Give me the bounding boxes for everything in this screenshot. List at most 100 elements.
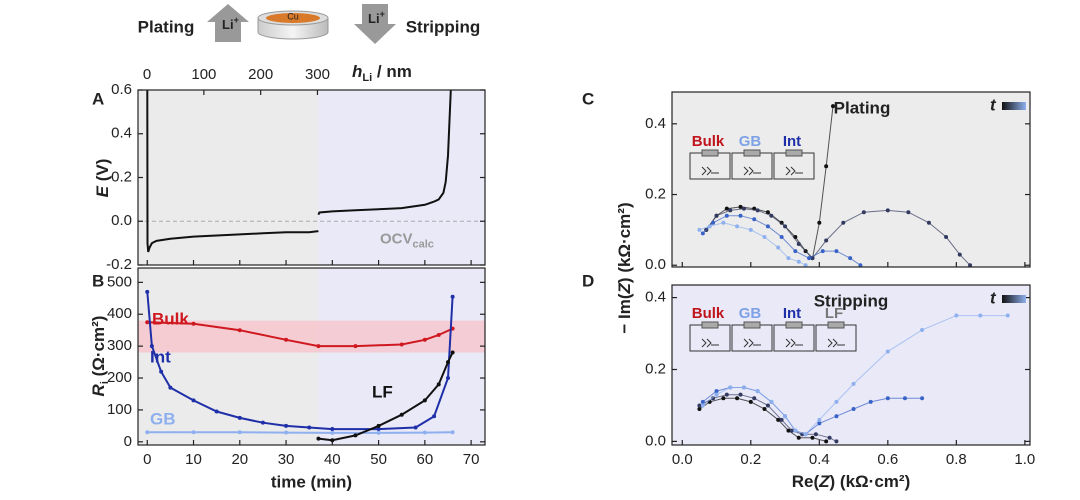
cpe	[701, 338, 719, 348]
data-point	[851, 381, 856, 386]
stripping-region	[318, 268, 485, 445]
data-point	[885, 396, 890, 401]
data-point	[307, 425, 312, 430]
data-point	[803, 263, 808, 268]
y-axis-label: E (V)	[93, 159, 112, 198]
data-point	[168, 385, 173, 390]
data-point	[885, 208, 890, 213]
data-point	[353, 433, 358, 438]
data-point	[954, 313, 959, 318]
data-point	[445, 376, 450, 381]
plot-frame	[137, 89, 486, 266]
series-line	[147, 431, 453, 434]
data-point	[827, 435, 832, 440]
x-tick-label: 70	[463, 451, 480, 468]
header: Plating Li+ Cu Li+ Stripping	[138, 4, 481, 44]
data-point	[765, 210, 770, 215]
data-point	[810, 435, 815, 440]
data-point	[968, 263, 973, 268]
header-right: Stripping	[406, 17, 481, 36]
resistor	[701, 149, 719, 157]
data-point	[813, 432, 818, 437]
data-point	[796, 242, 801, 247]
resistor	[743, 321, 761, 329]
data-point	[861, 210, 866, 215]
data-point	[191, 398, 196, 403]
data-point	[330, 438, 335, 443]
data-point	[776, 245, 781, 250]
label-part: E	[93, 185, 112, 197]
panel-letter: D	[582, 271, 594, 290]
data-point	[721, 396, 726, 401]
data-point	[902, 396, 907, 401]
series-line	[147, 321, 454, 348]
data-point	[316, 436, 321, 441]
data-point	[793, 428, 798, 433]
data-point	[834, 414, 839, 419]
data-point	[700, 403, 705, 408]
data-point	[450, 294, 455, 299]
legend-title: t	[990, 95, 997, 114]
label-part: (Ω·cm²)	[89, 316, 108, 382]
x-tick-label: 0.6	[877, 451, 898, 468]
label-part: ) (kΩ·cm²)	[615, 202, 634, 283]
data-point	[724, 206, 729, 211]
data-point	[817, 220, 822, 225]
li-label: Li+	[368, 9, 385, 26]
data-point	[330, 427, 335, 432]
resistor	[743, 149, 761, 157]
data-point	[353, 344, 358, 349]
cpe	[827, 338, 845, 348]
panel-title: Stripping	[814, 291, 889, 310]
data-point	[741, 206, 746, 211]
label-part: (V)	[93, 159, 112, 186]
plot-frame	[671, 284, 1031, 446]
data-point	[796, 259, 801, 264]
x2-tick-label: 100	[191, 66, 216, 83]
data-point	[783, 224, 788, 229]
data-point	[714, 389, 719, 394]
y-tick-label: 0.4	[645, 289, 666, 306]
y-axis-label: − Im(Z) (kΩ·cm²)	[615, 202, 634, 333]
panel-letter: A	[92, 89, 104, 108]
x-tick-label: 50	[370, 451, 387, 468]
y-tick-label: 500	[107, 273, 132, 290]
x-tick-label: 0.8	[946, 451, 967, 468]
data-point	[783, 414, 788, 419]
data-point	[752, 396, 757, 401]
data-point	[793, 249, 798, 254]
label-part: calc	[413, 238, 434, 250]
data-point	[776, 417, 781, 422]
data-point	[741, 385, 746, 390]
li-label: Li+	[222, 15, 239, 32]
series-line	[317, 89, 452, 216]
data-point	[779, 417, 784, 422]
y-tick-label: 0	[124, 433, 132, 450]
cpe	[701, 166, 719, 176]
data-point	[450, 350, 455, 355]
data-point	[786, 428, 791, 433]
label-part: OCV	[380, 230, 413, 247]
circuit-label: Int	[783, 305, 801, 322]
data-point	[728, 385, 733, 390]
data-point	[316, 344, 321, 349]
data-point	[714, 213, 719, 218]
x2-tick-label: 200	[248, 66, 273, 83]
x-tick-label: 0	[143, 451, 151, 468]
x-tick-label: 0.0	[672, 451, 693, 468]
panel-letter: B	[92, 271, 104, 290]
data-point	[422, 430, 427, 435]
plot-frame	[671, 91, 1031, 268]
data-point	[738, 392, 743, 397]
data-point	[724, 213, 729, 218]
data-point	[789, 428, 794, 433]
arrow-down	[354, 4, 396, 44]
data-point	[191, 430, 196, 435]
data-point	[841, 220, 846, 225]
series-line	[146, 89, 319, 253]
data-point	[237, 415, 242, 420]
data-point	[724, 392, 729, 397]
data-point	[885, 349, 890, 354]
plus: +	[234, 15, 239, 25]
y-axis-label: Ri (Ω·cm²)	[89, 316, 110, 397]
